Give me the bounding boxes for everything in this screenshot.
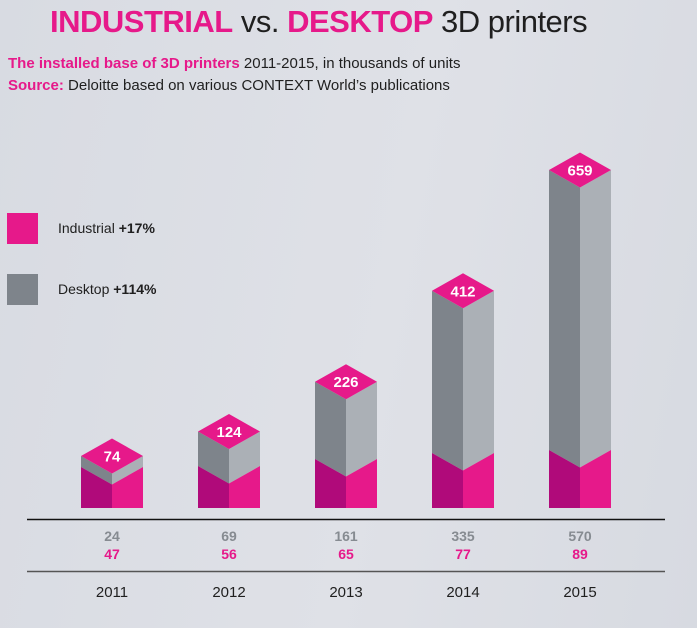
labels-group: 74 24 47 2011 124 69 56 2012 226 161 65 2013 412 335 7… xyxy=(96,163,597,602)
legend-swatch-industrial xyxy=(7,212,38,244)
bar-industrial-right-face xyxy=(346,459,377,508)
bar-total-label: 124 xyxy=(216,424,242,441)
bar-total-label: 74 xyxy=(104,449,121,466)
bar-top-face xyxy=(81,438,143,474)
chart-source: Source: Deloitte based on various CONTEX… xyxy=(8,77,450,94)
bar-industrial-right-face xyxy=(229,466,260,508)
bar-desktop-left-face xyxy=(81,456,112,485)
bar-industrial-right-face xyxy=(580,450,611,508)
bar-desktop-right-face xyxy=(580,170,611,468)
bar-industrial-left-face xyxy=(198,466,229,508)
bar-2013 xyxy=(315,364,377,508)
legend-label-desktop: Desktop xyxy=(58,281,110,297)
bar-2011 xyxy=(81,438,143,508)
bar-desktop-right-face xyxy=(112,456,143,485)
bar-desktop-right-face xyxy=(229,431,260,484)
legend-item-industrial: Industrial +17% xyxy=(7,212,155,244)
desktop-value-label: 161 xyxy=(334,528,358,544)
industrial-value-label: 47 xyxy=(104,546,120,562)
bar-top-face xyxy=(549,152,611,188)
industrial-value-label: 77 xyxy=(455,546,471,562)
year-tick-label: 2011 xyxy=(96,584,128,601)
bar-industrial-left-face xyxy=(432,453,463,508)
industrial-value-label: 89 xyxy=(572,546,588,562)
title-desktop: DESKTOP xyxy=(287,4,433,39)
bar-industrial-left-face xyxy=(315,459,346,508)
year-tick-label: 2014 xyxy=(446,584,479,601)
legend-label-industrial: Industrial xyxy=(58,220,115,236)
bar-2015 xyxy=(549,152,611,508)
bar-desktop-left-face xyxy=(315,381,346,477)
bar-total-label: 226 xyxy=(333,374,358,391)
desktop-value-label: 570 xyxy=(568,528,592,544)
year-tick-label: 2012 xyxy=(212,584,245,601)
source-text: Deloitte based on various CONTEXT World’… xyxy=(68,77,450,94)
bar-2014 xyxy=(432,273,494,508)
legend-growth-desktop: +114% xyxy=(113,281,157,297)
source-label: Source: xyxy=(8,77,64,94)
bar-desktop-right-face xyxy=(346,381,377,477)
bar-top-face xyxy=(432,273,494,309)
year-tick-label: 2013 xyxy=(329,584,362,601)
bar-industrial-left-face xyxy=(549,450,580,508)
desktop-value-label: 69 xyxy=(221,528,237,544)
industrial-value-label: 65 xyxy=(338,546,354,562)
title-3d-printers: 3D printers xyxy=(441,4,588,39)
bar-desktop-left-face xyxy=(549,170,580,468)
desktop-value-label: 24 xyxy=(104,528,120,544)
title-industrial: INDUSTRIAL xyxy=(50,4,233,39)
bar-top-face xyxy=(198,414,260,450)
bar-desktop-right-face xyxy=(463,290,494,471)
legend-swatch-desktop xyxy=(7,273,38,305)
bar-industrial-right-face xyxy=(463,453,494,508)
industrial-value-label: 56 xyxy=(221,546,237,562)
bars-group xyxy=(81,152,611,508)
bar-industrial-left-face xyxy=(81,467,112,508)
bar-2012 xyxy=(198,414,260,508)
legend-growth-industrial: +17% xyxy=(118,220,155,236)
subtitle-rest: 2011-2015, in thousands of units xyxy=(243,55,461,72)
legend-item-desktop: Desktop +114% xyxy=(7,273,156,305)
bar-total-label: 412 xyxy=(450,283,475,300)
chart-subtitle: The installed base of 3D printers 2011-2… xyxy=(8,55,460,72)
year-tick-label: 2015 xyxy=(563,584,596,601)
bar-desktop-left-face xyxy=(432,290,463,471)
chart-title: INDUSTRIAL vs. DESKTOP 3D printers xyxy=(50,4,588,40)
subtitle-bold: The installed base of 3D printers xyxy=(8,55,240,72)
bar-desktop-left-face xyxy=(198,431,229,484)
bar-industrial-right-face xyxy=(112,467,143,508)
bar-top-face xyxy=(315,364,377,400)
bar-total-label: 659 xyxy=(567,163,592,180)
title-vs: vs. xyxy=(240,4,280,39)
desktop-value-label: 335 xyxy=(451,528,475,544)
